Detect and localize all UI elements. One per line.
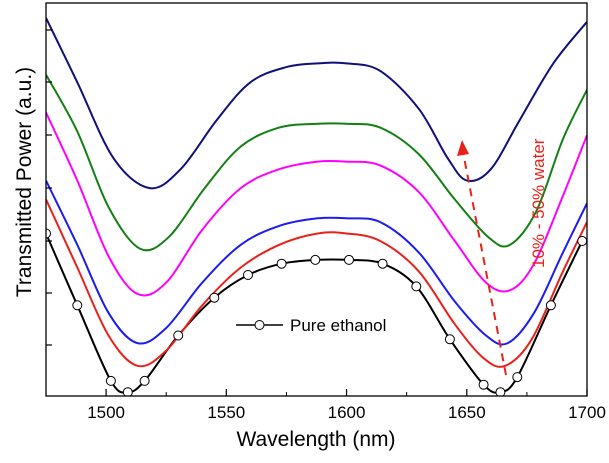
x-tick-label-1600: 1600 (328, 403, 366, 422)
data-point-13 (444, 334, 455, 345)
data-point-17 (545, 300, 556, 311)
x-tick-label-1500: 1500 (87, 403, 125, 422)
annotation: 10% - 50% water (457, 138, 548, 376)
data-point-9 (310, 254, 321, 265)
x-axis-title: Wavelength (nm) (236, 428, 395, 451)
legend: Pure ethanol (236, 316, 386, 335)
legend-label-pure-ethanol: Pure ethanol (290, 316, 386, 335)
annotation-arrowhead (457, 140, 469, 156)
series-line-4 (46, 74, 587, 252)
data-point-12 (411, 281, 422, 292)
series-line-1 (46, 198, 587, 368)
data-point-15 (495, 387, 506, 396)
data-point-10 (344, 254, 354, 265)
data-point-18 (577, 236, 587, 246)
data-point-16 (512, 372, 523, 383)
y-axis-title: Transmitted Power (a.u.) (13, 67, 36, 297)
data-point-0 (46, 228, 51, 239)
data-point-2 (105, 375, 116, 386)
data-point-7 (243, 270, 253, 280)
marker-layer (46, 228, 587, 396)
series-line-5 (46, 17, 587, 190)
series-line-3 (46, 112, 587, 297)
x-tick-label-1700: 1700 (568, 403, 606, 422)
data-point-1 (72, 300, 83, 311)
x-tick-label-1650: 1650 (448, 403, 486, 422)
tick-layer: 1500 1550 1600 1650 1700 (45, 29, 606, 422)
data-point-8 (276, 258, 287, 269)
x-tick-label-1550: 1550 (207, 403, 245, 422)
data-point-4 (139, 375, 150, 386)
data-point-14 (478, 379, 489, 390)
legend-marker (254, 320, 265, 330)
annotation-arrow (462, 151, 507, 376)
data-point-3 (122, 387, 133, 396)
plot-frame (45, 2, 588, 397)
annotation-text: 10% - 50% water (529, 138, 548, 268)
data-point-6 (209, 292, 220, 303)
series-layer (46, 17, 587, 394)
data-point-11 (377, 258, 388, 269)
series-line-2 (46, 180, 587, 346)
data-point-5 (173, 330, 184, 341)
